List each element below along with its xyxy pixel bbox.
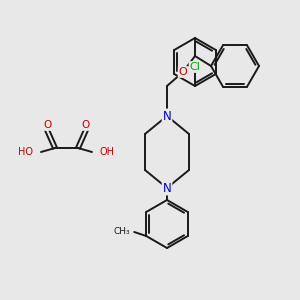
Text: O: O bbox=[82, 120, 90, 130]
Text: O: O bbox=[178, 67, 188, 77]
Text: CH₃: CH₃ bbox=[114, 227, 130, 236]
Text: OH: OH bbox=[100, 147, 115, 157]
Text: O: O bbox=[43, 120, 51, 130]
Text: Cl: Cl bbox=[190, 62, 200, 72]
Text: N: N bbox=[163, 110, 171, 122]
Text: N: N bbox=[163, 182, 171, 194]
Text: HO: HO bbox=[18, 147, 33, 157]
